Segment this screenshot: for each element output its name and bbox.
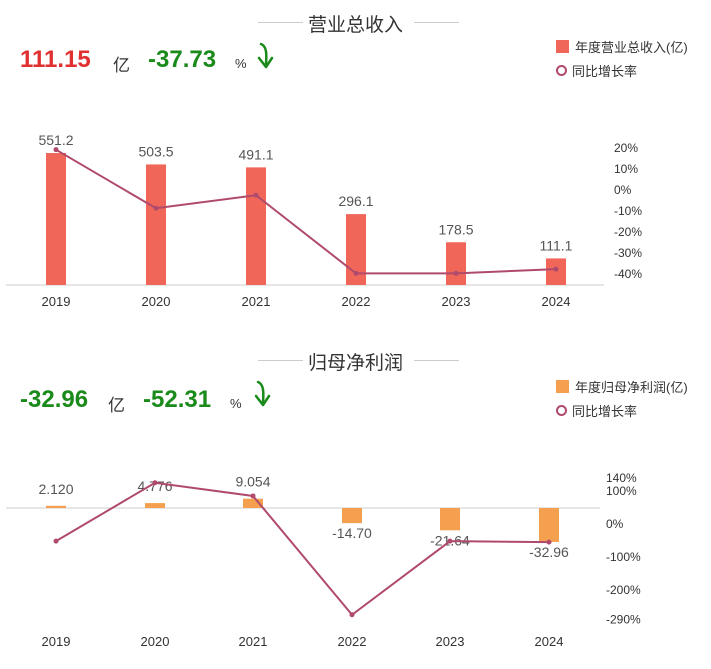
- x-tick-label: 2020: [142, 294, 171, 309]
- x-tick-label: 2024: [535, 634, 564, 649]
- growth-point: [546, 539, 552, 545]
- x-tick-label: 2023: [436, 634, 465, 649]
- legend-label-line: 同比增长率: [572, 404, 638, 419]
- y2-tick-label: 20%: [614, 141, 638, 155]
- title-divider-right: [414, 22, 459, 23]
- headline-change: -37.73: [148, 46, 217, 73]
- legend-item-line[interactable]: 同比增长率: [556, 61, 637, 80]
- x-tick-label: 2021: [242, 294, 271, 309]
- x-tick-label: 2022: [342, 294, 371, 309]
- x-tick-label: 2021: [239, 634, 268, 649]
- legend-item-line[interactable]: 同比增长率: [556, 401, 637, 420]
- growth-point: [250, 493, 256, 499]
- legend-label-bar: 年度营业总收入(亿): [575, 40, 688, 55]
- legend-marker-line: [556, 65, 567, 76]
- y2-tick-label: -290%: [606, 613, 641, 627]
- growth-point: [447, 538, 453, 544]
- y2-tick-label: -40%: [614, 267, 642, 281]
- headline-unit: 亿: [108, 396, 125, 415]
- growth-point: [553, 266, 559, 272]
- headline-value: -32.96: [20, 386, 89, 413]
- bar: [246, 167, 266, 285]
- bar-label: 111.1: [540, 237, 573, 253]
- bar: [539, 508, 559, 542]
- bar-label: 178.5: [438, 221, 473, 237]
- bar: [145, 503, 165, 508]
- bar: [440, 508, 460, 531]
- bar-label: 4.776: [137, 478, 172, 494]
- bar-label: -14.70: [332, 525, 372, 541]
- profit-chart: 2.12020194.77620209.0542021-14.702022-21…: [6, 471, 641, 649]
- bar-label: -32.96: [529, 544, 569, 560]
- headline-unit: 亿: [113, 56, 130, 75]
- x-tick-label: 2024: [542, 294, 571, 309]
- revenue-chart: 551.2 2019 503.5 2020 491.1 2021 296.1 2022 178.…: [6, 132, 642, 309]
- x-tick-label: 2019: [42, 294, 71, 309]
- x-tick-label: 2022: [338, 634, 367, 649]
- revenue-panel: 营业总收入 111.15 亿 -37.73 % 年度营业总收入(亿) 同比增长率…: [0, 0, 711, 330]
- legend-label-bar: 年度归母净利润(亿): [575, 380, 688, 395]
- y2-tick-label: 0%: [614, 183, 632, 197]
- headline-change-unit: %: [235, 56, 247, 71]
- y2-tick-label: -10%: [614, 204, 642, 218]
- x-tick-label: 2019: [42, 634, 71, 649]
- bar: [342, 508, 362, 524]
- title-divider-left: [258, 22, 303, 23]
- legend-marker-line: [556, 405, 567, 416]
- bar: [46, 505, 66, 508]
- arrow-down-icon: [257, 42, 274, 69]
- bar-label: 9.054: [235, 474, 270, 490]
- y2-tick-label: -20%: [614, 225, 642, 239]
- x-tick-label: 2020: [141, 634, 170, 649]
- bar: [243, 498, 263, 508]
- x-tick-label: 2023: [442, 294, 471, 309]
- chart-title: 营业总收入: [307, 15, 403, 36]
- y2-tick-label: 140%: [606, 471, 637, 485]
- growth-line: [55, 148, 557, 275]
- bar: [346, 214, 366, 285]
- growth-point: [152, 480, 158, 486]
- y2-tick-label: -200%: [606, 583, 641, 597]
- growth-point: [153, 205, 159, 211]
- title-divider-left: [258, 360, 303, 361]
- growth-line: [55, 481, 550, 617]
- legend-label-line: 同比增长率: [572, 64, 638, 79]
- legend-item-bar[interactable]: 年度营业总收入(亿): [556, 37, 688, 56]
- legend-swatch-bar: [556, 380, 569, 393]
- arrow-down-icon: [254, 380, 271, 407]
- bar-label: 2.120: [38, 481, 73, 497]
- growth-point: [53, 538, 59, 544]
- y2-tick-label: -100%: [606, 550, 641, 564]
- y2-tick-label: 10%: [614, 162, 638, 176]
- bar-label: 296.1: [338, 193, 373, 209]
- y2-tick-label: 100%: [606, 484, 637, 498]
- bar-label: 503.5: [138, 143, 173, 159]
- headline-change-unit: %: [230, 396, 242, 411]
- bar: [546, 258, 566, 285]
- bar: [46, 153, 66, 285]
- growth-point: [453, 270, 459, 276]
- growth-point: [349, 612, 355, 618]
- growth-point: [353, 270, 359, 276]
- chart-title: 归母净利润: [307, 353, 403, 374]
- bar-label: 551.2: [38, 132, 73, 148]
- bar-label: 491.1: [238, 146, 273, 162]
- legend-swatch-bar: [556, 40, 569, 53]
- bar: [146, 164, 166, 285]
- y2-tick-label: 0%: [606, 517, 624, 531]
- y2-tick-label: -30%: [614, 246, 642, 260]
- legend-item-bar[interactable]: 年度归母净利润(亿): [556, 377, 688, 396]
- headline-change: -52.31: [143, 386, 212, 413]
- growth-point: [53, 147, 59, 153]
- profit-panel: 归母净利润 -32.96 亿 -52.31 % 年度归母净利润(亿) 同比增长率…: [0, 340, 711, 669]
- headline-value: 111.15: [20, 46, 91, 73]
- title-divider-right: [414, 360, 459, 361]
- bar: [446, 242, 466, 285]
- growth-point: [253, 192, 259, 198]
